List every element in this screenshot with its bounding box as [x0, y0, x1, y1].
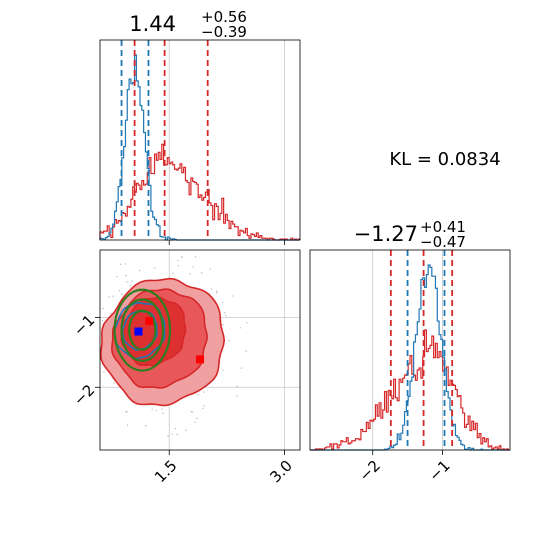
marginal-histogram-param2	[309, 249, 511, 451]
marker-blue	[134, 327, 143, 336]
series-red-hist-param2	[310, 329, 510, 451]
scatter-point	[126, 281, 128, 283]
scatter-point	[177, 259, 179, 262]
scatter-point	[202, 407, 204, 409]
scatter-point	[174, 427, 177, 430]
scatter-point	[200, 272, 203, 274]
title-param2-value: −1.27	[354, 222, 418, 246]
marginal-histogram-param1	[99, 39, 301, 241]
scatter-point	[222, 323, 224, 326]
scatter-point	[209, 268, 211, 270]
marker-red	[145, 317, 154, 326]
scatter-point	[196, 417, 198, 420]
scatter-point	[125, 263, 127, 265]
scatter-point	[171, 433, 174, 435]
scatter-point	[203, 391, 205, 393]
scatter-point	[236, 385, 238, 388]
scatter-point	[180, 256, 183, 258]
scatter-point	[151, 408, 153, 411]
scatter-point	[236, 395, 238, 397]
scatter-point	[113, 382, 115, 384]
scatter-point	[185, 429, 187, 432]
scatter-point	[144, 425, 147, 427]
scatter-point	[125, 411, 127, 413]
ytick-label-neg2: −2	[70, 381, 98, 409]
contour-green	[113, 288, 172, 372]
scatter-point	[221, 301, 224, 304]
scatter-point	[245, 350, 248, 353]
title-param2-upper: +0.41	[420, 218, 466, 236]
scatter-point	[194, 421, 196, 424]
scatter-point	[129, 284, 132, 287]
scatter-point	[153, 267, 156, 269]
scatter-point	[222, 369, 224, 371]
scatter-point	[112, 295, 114, 298]
scatter-point	[239, 327, 241, 329]
scatter-point	[192, 266, 194, 268]
scatter-point	[125, 274, 127, 277]
scatter-point	[108, 296, 110, 298]
scatter-point	[191, 411, 194, 413]
scatter-point	[116, 275, 118, 278]
ytick-label-neg1: −1	[70, 311, 98, 339]
title-param1-upper: +0.56	[201, 8, 247, 26]
scatter-point	[167, 435, 169, 437]
series-red-hist-param1	[99, 143, 301, 241]
marker-red	[196, 355, 204, 364]
scatter-point	[103, 371, 105, 373]
scatter-point	[210, 288, 213, 290]
scatter-point	[138, 269, 141, 272]
scatter-point	[194, 256, 197, 258]
scatter-point	[189, 273, 191, 275]
scatter-point	[155, 409, 158, 412]
scatter-point	[190, 411, 193, 413]
title-param1: 1.44 +0.56 −0.39	[129, 8, 247, 41]
title-param1-lower: −0.39	[201, 23, 247, 41]
scatter-point	[224, 311, 226, 314]
scatter-point	[228, 339, 230, 342]
scatter-point	[131, 280, 133, 282]
scatter-point	[162, 412, 164, 414]
title-param2: −1.27 +0.41 −0.47	[354, 218, 466, 251]
axes-frame-joint	[99, 249, 301, 451]
scatter-point	[126, 424, 129, 426]
scatter-point	[121, 293, 123, 295]
scatter-point	[203, 405, 205, 407]
xtick-label-neg2: −2	[356, 457, 384, 485]
scatter-point	[119, 263, 122, 266]
scatter-point	[102, 307, 104, 310]
kl-annotation: KL = 0.0834	[389, 149, 500, 170]
contour-green-level	[113, 288, 172, 372]
scatter-point	[177, 264, 180, 267]
scatter-point	[172, 272, 174, 275]
scatter-point	[240, 367, 243, 369]
scatter-point	[161, 408, 163, 410]
scatter-point	[110, 312, 112, 315]
scatter-point	[176, 433, 179, 436]
scatter-point	[215, 292, 218, 294]
scatter-point	[197, 394, 199, 396]
scatter-point	[101, 319, 104, 322]
contour-green-level	[128, 309, 157, 351]
title-param1-value: 1.44	[129, 12, 176, 36]
xtick-label-neg1: −1	[425, 457, 453, 485]
title-param2-lower: −0.47	[420, 233, 466, 251]
scatter-point	[232, 295, 234, 297]
scatter-point	[224, 314, 227, 317]
joint-contour-panel	[99, 249, 301, 451]
axes-frame-right	[309, 249, 511, 451]
xtick-label-1p5: 1.5	[151, 457, 181, 487]
scatter-point	[246, 322, 248, 324]
scatter-point	[215, 290, 218, 293]
axes-frame-top	[99, 39, 301, 241]
scatter-point	[118, 290, 121, 292]
xtick-label-3p0: 3.0	[266, 457, 296, 487]
contour-green-level	[120, 298, 165, 362]
